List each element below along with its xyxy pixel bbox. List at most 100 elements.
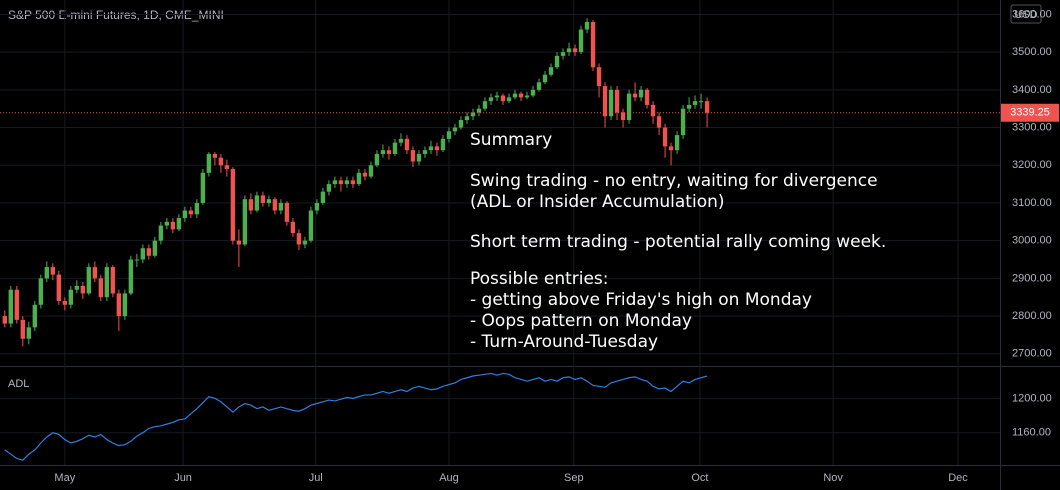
candle-body xyxy=(146,248,152,256)
candle-body xyxy=(272,199,278,211)
candle-body xyxy=(26,327,32,339)
candle-body xyxy=(260,195,266,203)
candle-body xyxy=(446,131,452,139)
candle-body xyxy=(440,138,446,151)
annotation-line: - Turn-Around-Tuesday xyxy=(470,332,658,352)
x-tick-label: Oct xyxy=(691,472,708,484)
candle-body xyxy=(518,93,524,98)
candle-body xyxy=(50,267,56,275)
candle-body xyxy=(596,67,602,87)
y-tick-label: 2900.00 xyxy=(1012,272,1052,284)
candle-body xyxy=(62,300,68,305)
candle-body xyxy=(74,285,80,290)
candle-body xyxy=(170,221,176,230)
candle-body xyxy=(506,97,512,102)
candle-body xyxy=(632,93,638,98)
adl-line xyxy=(4,372,708,461)
candle-body xyxy=(566,48,572,53)
annotation: Summary Swing trading - no entry, waitin… xyxy=(470,130,886,352)
candle-body xyxy=(8,289,14,324)
annotation-line: - Oops pattern on Monday xyxy=(470,311,692,331)
candle-body xyxy=(122,293,128,317)
candle-body xyxy=(692,101,698,105)
candle-body xyxy=(428,146,434,151)
candle-body xyxy=(530,89,536,96)
x-tick-label: May xyxy=(54,472,75,484)
candle-body xyxy=(128,259,134,294)
candle-body xyxy=(404,138,410,151)
y-tick-label: 3100.00 xyxy=(1012,197,1052,209)
candle-body xyxy=(2,316,8,324)
candle-body xyxy=(350,180,356,185)
candle-body xyxy=(20,319,26,339)
candle-body xyxy=(638,89,644,98)
candle-body xyxy=(494,95,500,98)
annotation-line: (ADL or Insider Accumulation) xyxy=(470,192,725,212)
candle-body xyxy=(410,150,416,162)
y-tick-label: 3500.00 xyxy=(1012,46,1052,58)
candle-body xyxy=(182,210,188,219)
candle-body xyxy=(398,138,404,143)
candle-body xyxy=(308,210,314,241)
candle-body xyxy=(104,267,110,298)
candle-body xyxy=(32,304,38,328)
x-tick-label: Dec xyxy=(948,472,968,484)
candle-body xyxy=(284,202,290,222)
candle-body xyxy=(206,153,212,173)
candle-body xyxy=(44,267,50,279)
candle-body xyxy=(296,233,302,245)
candle-body xyxy=(488,97,494,102)
candle-body xyxy=(242,199,248,245)
annotation-line: Short term trading - potential rally com… xyxy=(470,232,886,252)
y-tick-label: 3300.00 xyxy=(1012,121,1052,133)
candle-body xyxy=(452,127,458,132)
annotation-title: Summary xyxy=(470,130,552,150)
candle-body xyxy=(644,89,650,105)
y-tick-label: 3000.00 xyxy=(1012,235,1052,247)
candle-body xyxy=(704,101,710,113)
x-tick-label: Sep xyxy=(564,472,584,484)
candle-body xyxy=(572,48,578,53)
candle-body xyxy=(470,112,476,117)
candle-body xyxy=(194,202,200,215)
candle-body xyxy=(500,95,506,102)
legend-entry: ADL xyxy=(8,378,29,390)
candle-body xyxy=(110,267,116,294)
candle-body xyxy=(626,93,632,121)
y-tick-label: 1200.00 xyxy=(1012,392,1052,404)
candle-body xyxy=(674,135,680,151)
candle-body xyxy=(554,55,560,68)
currency: USD xyxy=(1014,9,1037,21)
candle-body xyxy=(38,278,44,305)
candle-body xyxy=(248,199,254,211)
y-tick-label: 3200.00 xyxy=(1012,159,1052,171)
candle-body xyxy=(56,274,62,301)
annotation-line: Swing trading - no entry, waiting for di… xyxy=(470,171,878,191)
candle-body xyxy=(266,199,272,203)
last-price-badge xyxy=(1001,103,1059,122)
x-tick-label: Aug xyxy=(439,472,459,484)
candle-body xyxy=(290,221,296,234)
candle-body xyxy=(434,146,440,151)
candle-body xyxy=(650,104,656,117)
candle-body xyxy=(224,165,230,170)
y-tick-label: 3400.00 xyxy=(1012,84,1052,96)
candle-body xyxy=(614,89,620,113)
x-tick-label: Jun xyxy=(174,472,192,484)
chart-title: S&P 500 E-mini Futures, 1D, CME_MINI xyxy=(8,8,224,22)
last-price-label: 3339.25 xyxy=(1010,107,1050,119)
y-tick-label: 2800.00 xyxy=(1012,310,1052,322)
y-tick-label: 1160.00 xyxy=(1012,427,1051,439)
candle-body xyxy=(686,104,692,109)
candle-body xyxy=(542,74,548,83)
candle-body xyxy=(92,267,98,279)
x-tick-label: Jul xyxy=(309,472,323,484)
candle-body xyxy=(254,195,260,211)
candle-body xyxy=(374,153,380,166)
candle-body xyxy=(320,191,326,203)
candle-body xyxy=(584,21,590,30)
candle-body xyxy=(158,225,164,241)
candle-body xyxy=(68,289,74,305)
